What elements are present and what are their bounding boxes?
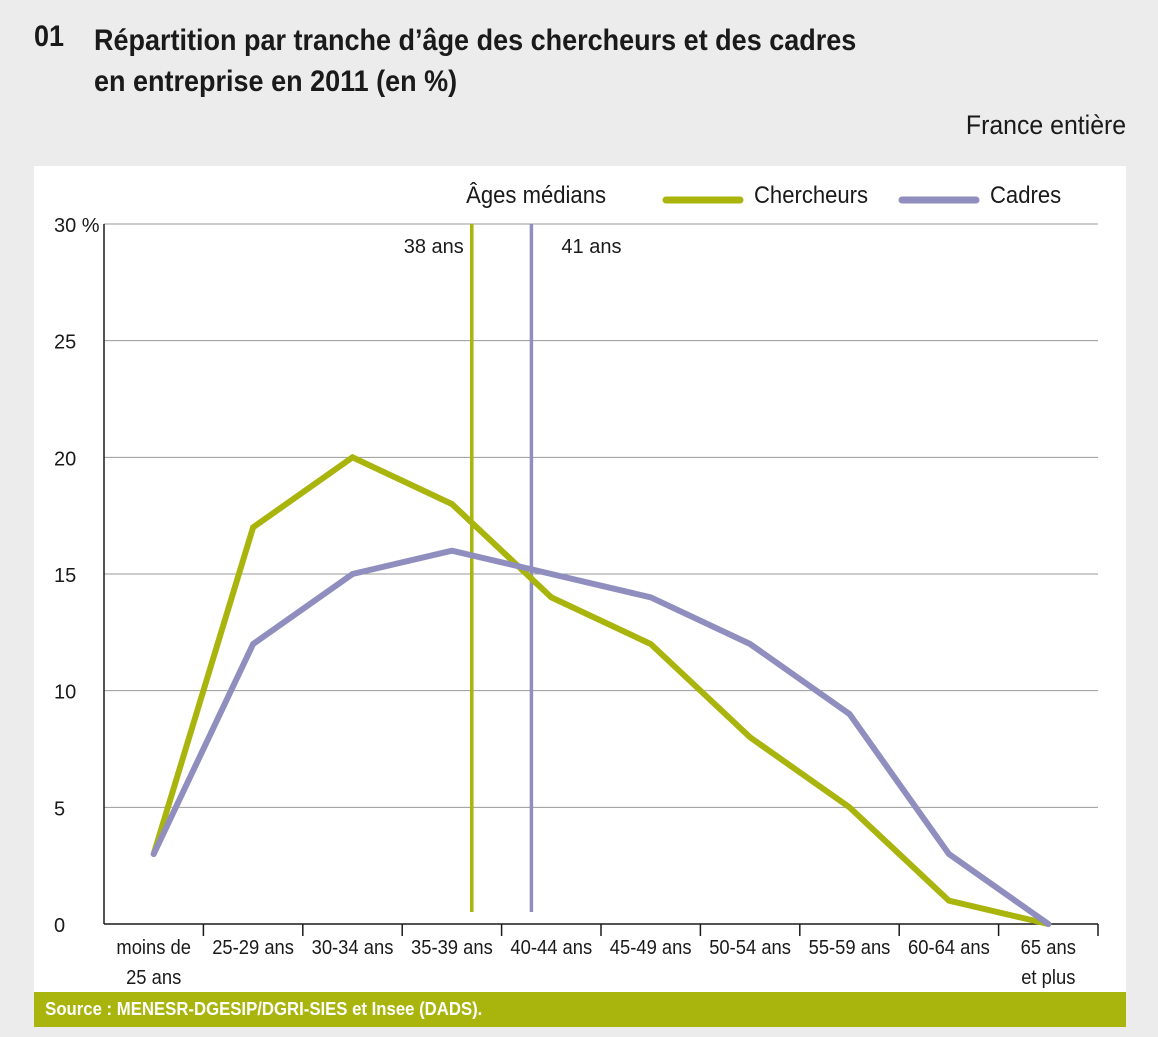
data-point-cadres [548, 571, 554, 577]
data-point-cadres [151, 851, 157, 857]
source-bar: Source : MENESR-DGESIP/DGRI-SIES et Inse… [34, 992, 1126, 1027]
data-point-cadres [250, 641, 256, 647]
median-label: 41 ans [561, 236, 621, 258]
data-point-chercheurs [747, 734, 753, 740]
x-tick-label: 35-39 ans [411, 937, 493, 959]
data-point-cadres [648, 594, 654, 600]
x-tick-label: 55-59 ans [809, 937, 891, 959]
x-tick-label: 40-44 ans [510, 937, 592, 959]
x-tick-label: moins de [116, 937, 191, 959]
figure-number: 01 [34, 20, 65, 53]
y-tick-label: 5 [54, 798, 65, 820]
data-point-chercheurs [250, 524, 256, 530]
line-chart: 0 5 10 15 20 25 30 % moins de 25 ans 25-29 ans 30-… [54, 181, 1099, 989]
data-point-cadres [946, 851, 952, 857]
data-point-cadres [449, 548, 455, 554]
chart-subtitle: France entière [965, 110, 1126, 140]
chart-panel: 0 5 10 15 20 25 30 % moins de 25 ans 25-29 ans 30-… [34, 166, 1126, 992]
x-tick-label: 25 ans [126, 967, 181, 989]
chart-title-line1: Répartition par tranche d’âge des cherch… [94, 24, 857, 57]
y-tick-label: 20 [54, 448, 76, 470]
x-tick-label: 45-49 ans [610, 937, 692, 959]
x-tick-label: 25-29 ans [212, 937, 294, 959]
x-tick-label: 50-54 ans [709, 937, 791, 959]
data-point-chercheurs [946, 898, 952, 904]
x-tick-label: 60-64 ans [908, 937, 990, 959]
y-tick-label: 10 [54, 682, 76, 704]
median-label: 38 ans [404, 236, 464, 258]
data-point-chercheurs [847, 804, 852, 810]
y-tick-label: 0 [54, 915, 65, 937]
x-tick-label: et plus [1021, 967, 1075, 989]
data-point-chercheurs [350, 454, 355, 460]
chart-title-line2: en entreprise en 2011 (en %) [94, 65, 458, 98]
x-tick-label: 30-34 ans [312, 937, 394, 959]
legend-label-chercheurs: Chercheurs [754, 181, 868, 208]
x-tick-label: 65 ans [1021, 937, 1076, 959]
chart-title: Répartition par tranche d’âge des cherch… [94, 20, 994, 102]
data-point-chercheurs [548, 594, 554, 600]
source-note: Source : MENESR-DGESIP/DGRI-SIES et Inse… [45, 999, 483, 1019]
series-line-chercheurs [150, 453, 1052, 927]
y-tick-label: 25 [54, 332, 76, 354]
data-point-cadres [847, 711, 852, 717]
data-point-chercheurs [449, 501, 455, 507]
legend-label-cadres: Cadres [990, 181, 1061, 208]
legend-title: Âges médians [466, 181, 606, 208]
data-point-chercheurs [648, 641, 654, 647]
data-point-cadres [1045, 921, 1051, 927]
data-point-cadres [350, 571, 355, 577]
data-point-cadres [747, 641, 753, 647]
y-tick-label: 30 % [54, 215, 100, 237]
y-tick-label: 15 [54, 565, 76, 587]
series-line-cadres [150, 547, 1052, 927]
